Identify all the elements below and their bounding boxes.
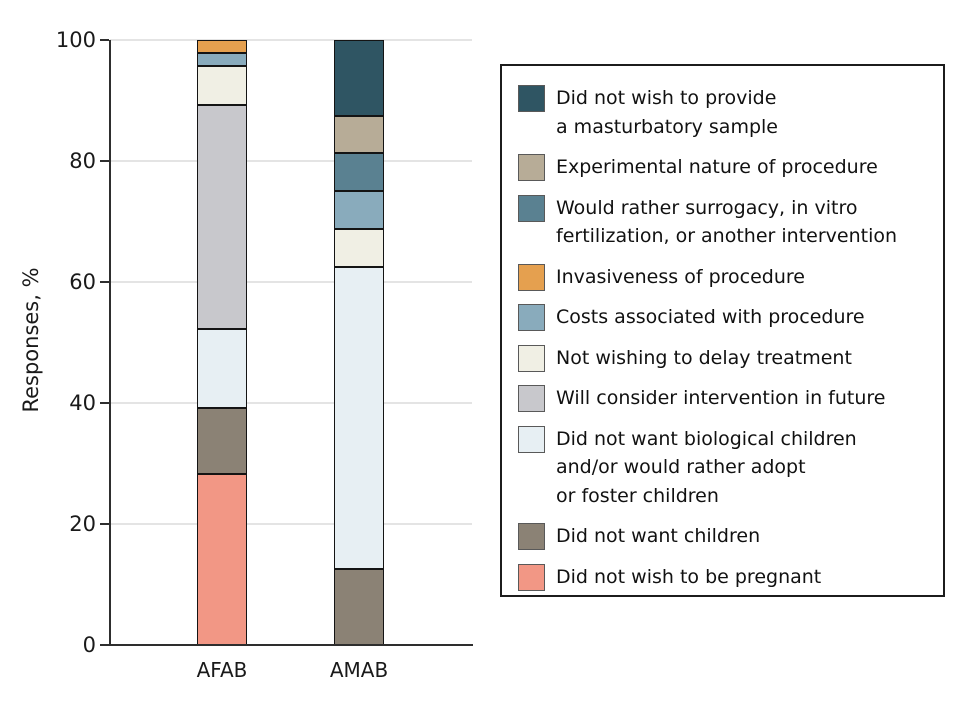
gridline-60 [110, 281, 472, 283]
legend-item-label: Did not wish to provide a masturbatory sa… [556, 87, 778, 138]
bar-segment [334, 191, 384, 230]
y-axis-tick-mark [100, 39, 109, 41]
legend-color-swatch [518, 263, 545, 291]
bar-segment [334, 153, 384, 192]
y-axis-tick-label: 40 [69, 391, 96, 415]
legend-item-label: Experimental nature of procedure [556, 156, 878, 178]
bar-segment [334, 569, 384, 645]
y-axis-tick-label: 80 [69, 149, 96, 173]
y-axis-tick-mark [100, 644, 109, 646]
legend-item: Would rather surrogacy, in vitro fertiliz… [518, 194, 935, 251]
legend-item-label: Invasiveness of procedure [556, 265, 805, 288]
gridline-100 [110, 39, 472, 41]
legend-color-swatch [518, 563, 545, 591]
legend-item: Costs associated with procedure [518, 303, 935, 332]
bar-segment [197, 40, 247, 53]
legend: Did not wish to provide a masturbatory sa… [500, 64, 945, 597]
y-axis-tick-mark [100, 160, 109, 162]
y-axis-tick-label: 100 [55, 28, 96, 52]
legend-item-label: Did not want biological children and/or w… [556, 427, 857, 507]
gridline-20 [110, 523, 472, 525]
legend-item: Did not want biological children and/or w… [518, 425, 935, 511]
legend-item-label: Did not want children [556, 525, 761, 547]
bar-segment [334, 266, 384, 570]
x-axis-line [109, 644, 473, 646]
legend-item-label: Costs associated with procedure [556, 306, 865, 328]
legend-item-label: Not wishing to delay treatment [556, 346, 852, 369]
legend-item: Not wishing to delay treatment [518, 344, 935, 373]
bar-segment [197, 407, 247, 474]
legend-item: Did not wish to provide a masturbatory sa… [518, 84, 935, 141]
legend-item: Experimental nature of procedure [518, 153, 935, 182]
legend-item-label: Would rather surrogacy, in vitro fertiliz… [556, 196, 898, 248]
legend-color-swatch [518, 344, 545, 372]
legend-color-swatch [518, 194, 545, 222]
y-axis-tick-label: 20 [69, 512, 96, 536]
gridline-40 [110, 402, 472, 404]
bar-segment [197, 329, 247, 408]
x-axis-category-label: AFAB [196, 658, 248, 682]
y-axis-tick-label: 60 [69, 270, 96, 294]
bar-segment [334, 115, 384, 154]
legend-item: Will consider intervention in future [518, 384, 935, 413]
bar-segment [197, 66, 247, 106]
legend-color-swatch [518, 85, 545, 112]
y-axis-line [109, 40, 111, 646]
bar-segment [197, 473, 247, 645]
legend-item-label: Will consider intervention in future [556, 387, 886, 409]
y-axis-tick-label: 0 [82, 633, 96, 657]
y-axis-tick-mark [100, 523, 109, 525]
y-axis-tick-mark [100, 281, 109, 283]
plot-area [110, 39, 472, 645]
legend-color-swatch [518, 304, 545, 331]
gridline-80 [110, 160, 472, 162]
legend-item: Did not want children [518, 522, 935, 551]
bar-segment [334, 229, 384, 267]
legend-item: Invasiveness of procedure [518, 263, 935, 292]
legend-item-label: Did not wish to be pregnant [556, 565, 822, 588]
y-axis-tick-mark [100, 402, 109, 404]
legend-color-swatch [518, 523, 545, 550]
bar-segment [334, 40, 384, 116]
x-axis-category-label: AMAB [329, 658, 389, 682]
bar-segment [197, 105, 247, 330]
legend-color-swatch [518, 425, 545, 453]
bar-segment [197, 52, 247, 67]
legend-color-swatch [518, 385, 545, 412]
legend-color-swatch [518, 154, 545, 181]
legend-item: Did not wish to be pregnant [518, 563, 935, 592]
